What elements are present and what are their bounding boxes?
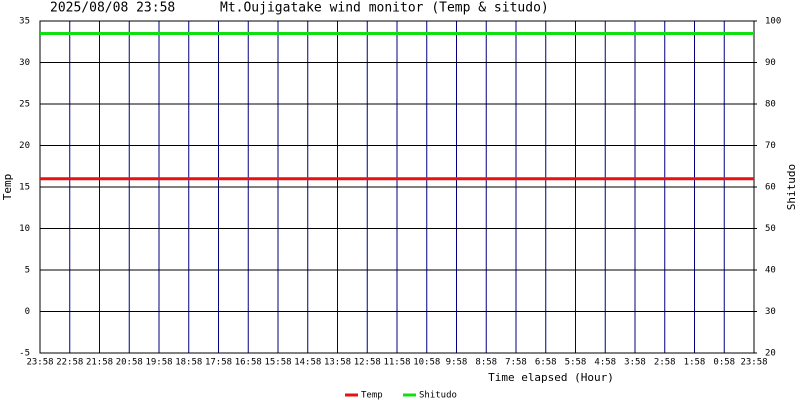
x-tick-label: 7:58	[505, 358, 527, 368]
x-tick-label: 4:58	[594, 358, 616, 368]
y-axis-label: Temp	[1, 174, 14, 201]
x-tick-label: 6:58	[535, 358, 557, 368]
y2-tick-label: 70	[765, 141, 776, 151]
legend-label: Temp	[361, 391, 383, 400]
y2-tick-label: 20	[765, 349, 776, 359]
x-tick-label: 23:58	[26, 358, 53, 368]
y2-tick-label: 40	[765, 266, 776, 276]
x-tick-label: 1:58	[684, 358, 706, 368]
x-tick-label: 5:58	[565, 358, 587, 368]
legend-label: Shitudo	[419, 391, 457, 400]
x-tick-label: 12:58	[354, 358, 381, 368]
y-tick-label: 25	[19, 100, 30, 110]
y2-tick-label: 30	[765, 307, 776, 317]
y-tick-label: 30	[19, 58, 30, 68]
x-tick-label: 17:58	[205, 358, 232, 368]
y2-axis-label: Shitudo	[785, 164, 798, 210]
x-tick-label: 9:58	[446, 358, 468, 368]
x-tick-label: 0:58	[713, 358, 735, 368]
x-tick-label: 15:58	[264, 358, 291, 368]
y2-tick-label: 80	[765, 100, 776, 110]
x-axis-label: Time elapsed (Hour)	[488, 371, 614, 384]
chart-subtitle: Mt.Oujigatake wind monitor (Temp & situd…	[220, 1, 549, 16]
x-tick-label: 10:58	[413, 358, 440, 368]
y-tick-label: 35	[19, 17, 30, 27]
x-tick-label: 19:58	[145, 358, 172, 368]
chart-title: 2025/08/08 23:58	[50, 1, 175, 16]
x-tick-label: 11:58	[383, 358, 410, 368]
x-tick-label: 22:58	[56, 358, 83, 368]
x-tick-label: 13:58	[324, 358, 351, 368]
y-tick-label: 20	[19, 141, 30, 151]
x-tick-label: 16:58	[235, 358, 262, 368]
x-tick-label: 21:58	[86, 358, 113, 368]
y-tick-label: 10	[19, 224, 30, 234]
x-tick-label: 3:58	[624, 358, 646, 368]
y-tick-label: 5	[25, 266, 30, 276]
y2-tick-label: 60	[765, 183, 776, 193]
x-tick-label: 2:58	[654, 358, 676, 368]
y2-tick-label: 90	[765, 58, 776, 68]
y2-tick-label: 100	[765, 17, 781, 27]
x-tick-label: 20:58	[116, 358, 143, 368]
x-tick-label: 18:58	[175, 358, 202, 368]
x-tick-label: 23:58	[740, 358, 767, 368]
plot-frame	[39, 20, 755, 354]
x-tick-label: 8:58	[475, 358, 497, 368]
x-tick-label: 14:58	[294, 358, 321, 368]
y-tick-label: -5	[19, 349, 30, 359]
y-tick-label: 0	[25, 307, 30, 317]
y2-tick-label: 50	[765, 224, 776, 234]
y-tick-label: 15	[19, 183, 30, 193]
